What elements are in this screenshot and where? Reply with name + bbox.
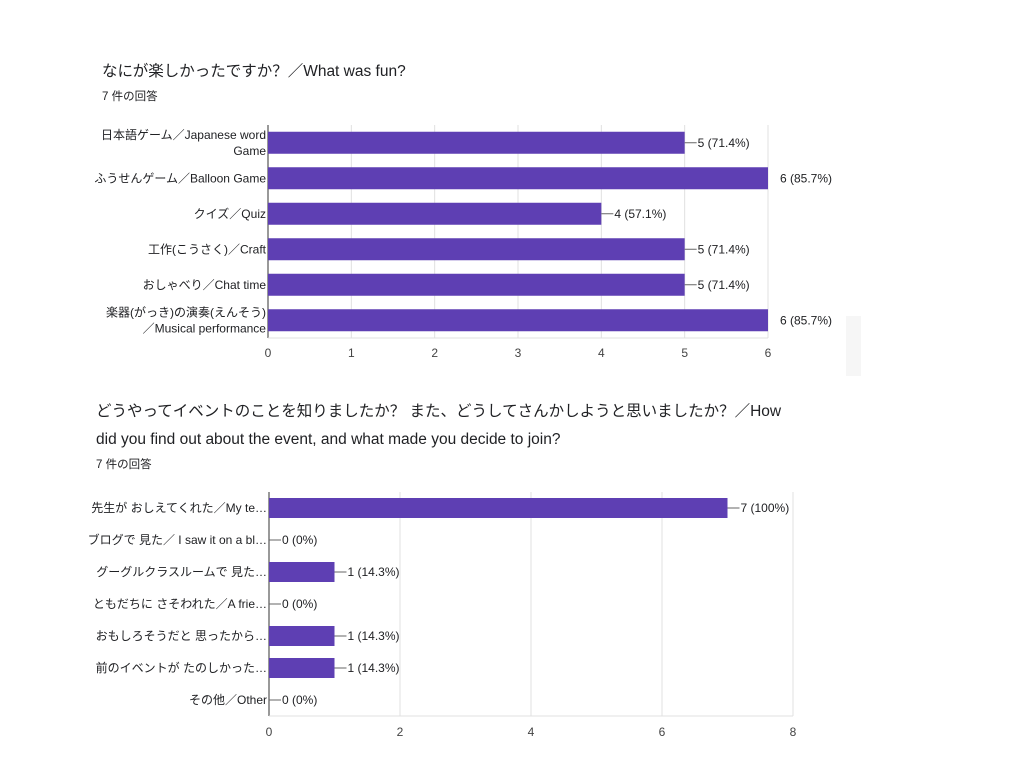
x-tick-label: 4 [528, 725, 535, 739]
decorative-strip [846, 316, 861, 376]
question-title-line-2: did you find out about the event, and wh… [96, 431, 561, 448]
data-label: 5 (71.4%) [698, 278, 750, 292]
bar [268, 131, 685, 154]
x-tick-label: 2 [431, 346, 438, 360]
category-label: ともだちに さそわれた／A frie… [93, 597, 267, 611]
data-label: 4 (57.1%) [614, 207, 666, 221]
bar-chart-what-was-fun: 0 1 2 3 4 5 6 5 (71.4%) 日本語ゲーム／Japanese word Game… [94, 125, 832, 360]
bar [269, 658, 335, 678]
x-tick-label: 5 [681, 346, 688, 360]
category-label: ブログで 見た／ I saw it on a bl… [88, 532, 267, 547]
category-label: 前のイベントが たのしかった… [96, 660, 267, 675]
data-label: 1 (14.3%) [348, 629, 400, 643]
bar [268, 202, 602, 225]
x-tick-label: 0 [266, 725, 273, 739]
category-label: 日本語ゲーム／Japanese word [101, 127, 266, 142]
x-tick-label: 8 [790, 725, 797, 739]
category-label: ふうせんゲーム／Balloon Game [94, 171, 266, 185]
response-count: 7 件の回答 [96, 459, 152, 471]
x-tick-label: 0 [265, 346, 272, 360]
response-count: 7 件の回答 [102, 91, 158, 103]
bar [269, 562, 335, 582]
bar [268, 167, 768, 190]
category-label: その他／Other [189, 693, 267, 707]
data-label: 0 (0%) [282, 693, 317, 707]
data-label: 6 (85.7%) [780, 313, 832, 327]
category-label: おもしろそうだと 思ったから… [96, 629, 267, 643]
bar [269, 498, 728, 518]
question-title: どうやってイベントのことを知りましたか？ また、どうしてさんかしようと思いました… [96, 403, 782, 420]
data-label: 1 (14.3%) [348, 565, 400, 579]
category-label: 先生が おしえてくれた／My te… [91, 500, 267, 515]
data-label: 0 (0%) [282, 597, 317, 611]
x-tick-label: 2 [397, 725, 404, 739]
x-tick-label: 4 [598, 346, 605, 360]
x-tick-label: 1 [348, 346, 355, 360]
category-label: グーグルクラスルームで 見た… [96, 565, 267, 579]
x-tick-label: 6 [765, 346, 772, 360]
x-tick-label: 6 [659, 725, 666, 739]
bar [269, 626, 335, 646]
data-label: 6 (85.7%) [780, 171, 832, 185]
category-label: クイズ／Quiz [194, 206, 266, 221]
bar [268, 273, 685, 296]
bar [268, 238, 685, 261]
bar [268, 309, 768, 332]
x-tick-label: 3 [515, 346, 522, 360]
category-label: 楽器(がっき)の演奏(えんそう) [106, 304, 266, 319]
category-label: Game [233, 144, 266, 158]
data-label: 5 (71.4%) [698, 136, 750, 150]
category-label: ／Musical performance [143, 321, 267, 335]
data-label: 0 (0%) [282, 533, 317, 547]
category-label: 工作(こうさく)／Craft [148, 242, 267, 256]
category-label: おしゃべり／Chat time [143, 278, 267, 292]
data-label: 7 (100%) [741, 501, 790, 515]
data-label: 5 (71.4%) [698, 242, 750, 256]
data-label: 1 (14.3%) [348, 661, 400, 675]
question-title: なにが楽しかったですか？／What was fun? [102, 63, 406, 80]
